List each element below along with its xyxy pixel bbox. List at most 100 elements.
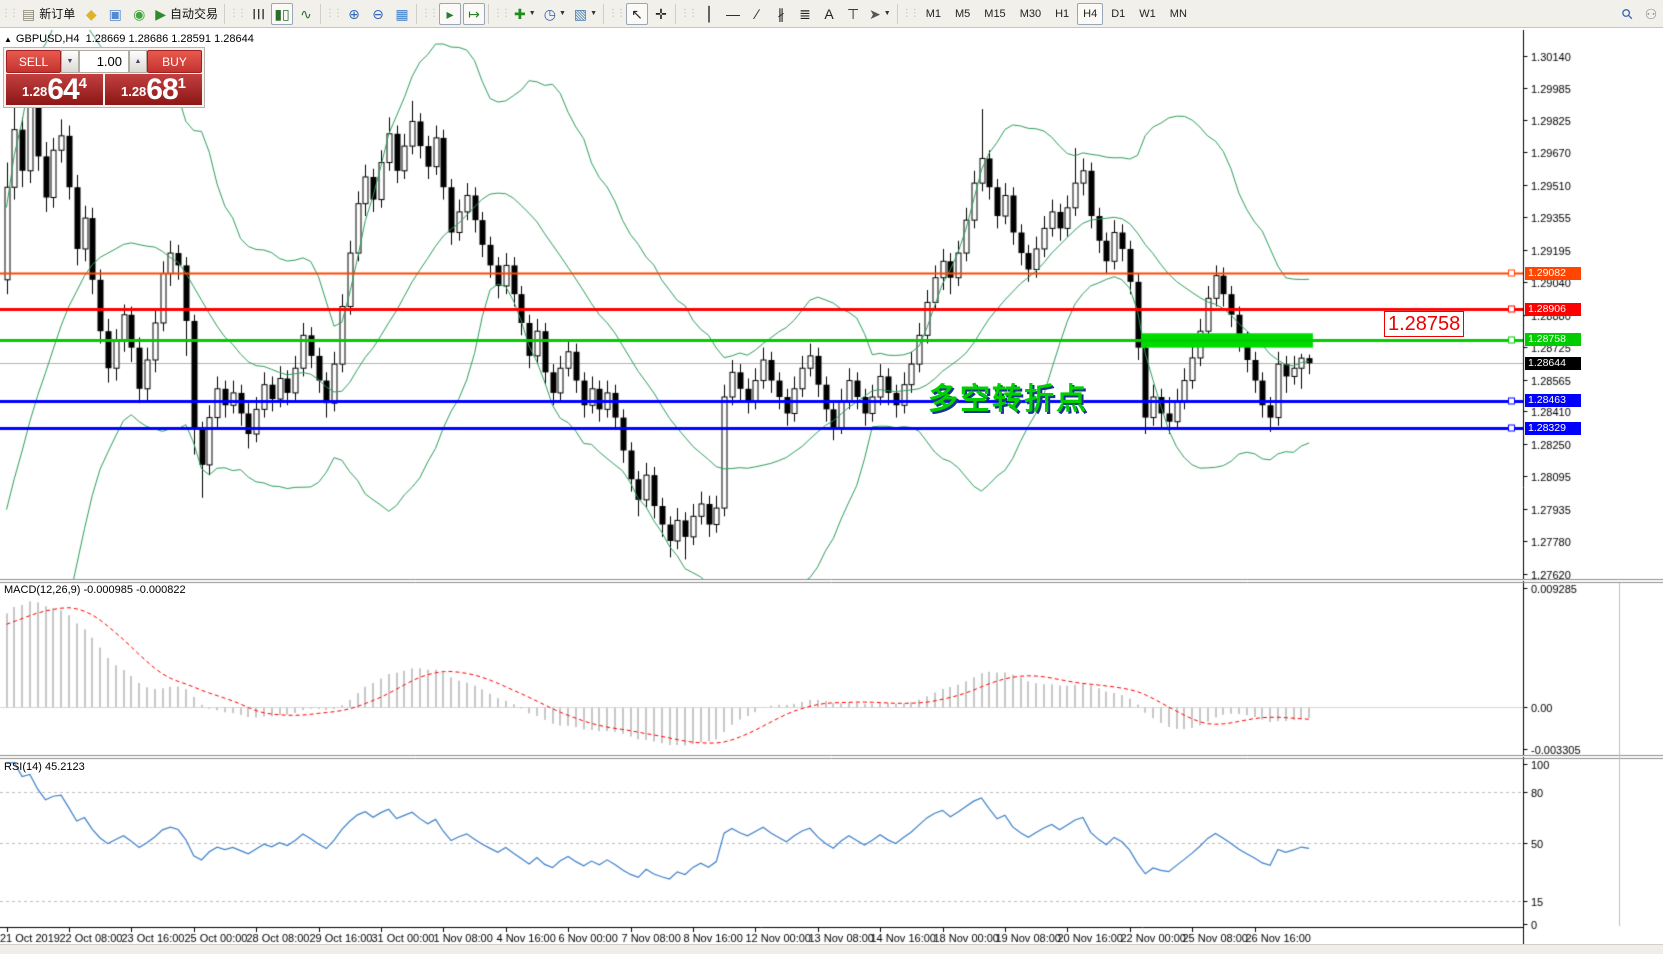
arrows-icon: ➤ — [869, 5, 881, 22]
fibonacci-button[interactable]: ≣ — [794, 3, 816, 25]
trendline-icon: ∕ — [755, 5, 759, 22]
timeframe-m5-button[interactable]: M5 — [949, 3, 976, 25]
timeframe-w1-button[interactable]: W1 — [1133, 3, 1162, 25]
bar-chart-button[interactable]: ☰ — [247, 3, 269, 25]
chat-icon: ⚇ — [1644, 5, 1658, 22]
tile-windows-button[interactable]: ▦ — [391, 3, 413, 25]
toolbar-grip: ⋮⋮ — [901, 8, 920, 19]
buy-price-main: 68 — [146, 73, 178, 106]
toolbar-grip: ⋮⋮ — [421, 8, 439, 19]
buy-button[interactable]: BUY — [147, 50, 202, 73]
hline-icon: — — [726, 5, 741, 22]
chart-shift-icon: ↦ — [468, 5, 480, 22]
crosshair-icon: ✛ — [655, 5, 667, 22]
toolbar-separator — [224, 3, 226, 24]
toolbar-separator — [416, 3, 418, 24]
autotrading-button[interactable]: ▶ 自动交易 — [152, 3, 221, 25]
toolbar-separator — [896, 3, 898, 24]
volume-input[interactable]: 1.00 — [79, 50, 129, 73]
new-order-button-label: 新订单 — [39, 7, 76, 21]
clock-icon: ◷ — [543, 5, 556, 22]
toolbar-grip: ⋮⋮ — [608, 8, 626, 19]
cursor-button[interactable]: ↖ — [626, 2, 649, 25]
periods-button[interactable]: ◷ ▼ — [541, 3, 569, 25]
chart-shift-button[interactable]: ↦ — [463, 2, 486, 25]
toolbar-grip: ⋮⋮ — [325, 8, 343, 19]
chevron-down-icon[interactable]: ▼ — [883, 10, 891, 17]
sell-button[interactable]: SELL — [6, 50, 61, 73]
text-icon: A — [824, 5, 834, 22]
new-order-button[interactable]: ▤ 新订单 — [19, 3, 78, 25]
one-click-trading-panel: SELL ▼ 1.00 ▲ BUY 1.28 64 4 1.28 68 1 — [3, 47, 205, 108]
timeframe-m30-button[interactable]: M30 — [1014, 3, 1047, 25]
volume-decrease-button[interactable]: ▼ — [61, 50, 79, 73]
horizontal-line-button[interactable]: — — [722, 3, 744, 25]
toolbar-separator — [603, 3, 605, 24]
buy-price-prefix: 1.28 — [120, 84, 147, 99]
toolbar: ⋮⋮ ▤ 新订单 ◆ ▣ ◉ ▶ 自动交易 ⋮⋮ ☰ ▮▯ ∿ ⋮⋮ ⊕ ⊖ ▦ ⋮⋮ ▸ ↦ ⋮⋮ ✚ ▼ ◷ ▼ ▧ ▼ ⋮⋮ ↖… — [0, 0, 1663, 28]
line-chart-icon: ∿ — [300, 5, 312, 22]
chart-canvas[interactable] — [0, 28, 1663, 954]
template-icon: ▧ — [573, 5, 588, 22]
signals-button[interactable]: ◉ — [128, 3, 150, 25]
candlestick-chart-button[interactable]: ▮▯ — [271, 2, 294, 25]
toolbar-separator — [675, 3, 677, 24]
market-watch-button[interactable]: ▣ — [104, 3, 126, 25]
autotrading-button-label: 自动交易 — [170, 7, 219, 21]
zoom-in-icon: ⊕ — [348, 5, 360, 22]
line-chart-button[interactable]: ∿ — [295, 3, 317, 25]
search-button[interactable]: ⚲ — [1616, 3, 1638, 25]
text-button[interactable]: A — [818, 3, 840, 25]
new-order-icon: ▤ — [22, 5, 36, 22]
vline-icon: ⎮ — [705, 5, 713, 22]
toolbar-grip: ⋮⋮ — [1, 8, 19, 19]
auto-scroll-icon: ▸ — [446, 5, 454, 22]
toolbar-grip: ⋮⋮ — [229, 8, 247, 19]
toolbar-grip: ⋮⋮ — [680, 8, 698, 19]
toolbar-separator — [320, 3, 322, 24]
buy-price-button[interactable]: 1.28 68 1 — [105, 74, 202, 105]
fibonacci-icon: ≣ — [799, 5, 811, 22]
add-indicator-icon: ✚ — [514, 5, 526, 22]
sell-price-button[interactable]: 1.28 64 4 — [6, 74, 103, 105]
zoom-out-icon: ⊖ — [372, 5, 384, 22]
bar-chart-icon: ☰ — [250, 7, 267, 20]
vertical-line-button[interactable]: ⎮ — [698, 3, 720, 25]
timeframe-h1-button[interactable]: H1 — [1049, 3, 1075, 25]
signal-icon: ◉ — [133, 5, 146, 22]
status-bar — [0, 944, 1663, 954]
channel-button[interactable]: ∦ — [770, 3, 792, 25]
tile-windows-icon: ▦ — [395, 5, 409, 22]
indicators-button[interactable]: ✚ ▼ — [511, 3, 539, 25]
candlestick-icon: ▮▯ — [274, 5, 290, 22]
crosshair-button[interactable]: ✛ — [650, 3, 672, 25]
zoom-out-button[interactable]: ⊖ — [367, 3, 389, 25]
toolbar-grip: ⋮⋮ — [493, 8, 511, 19]
chevron-down-icon[interactable]: ▼ — [590, 10, 598, 17]
templates-button[interactable]: ▧ ▼ — [571, 3, 600, 25]
text-label-button[interactable]: ⊤ — [842, 3, 864, 25]
chevron-down-icon[interactable]: ▼ — [558, 10, 566, 17]
timeframe-m1-button[interactable]: M1 — [920, 3, 947, 25]
diamond-icon: ◆ — [85, 5, 97, 22]
price-level-annotation[interactable]: 1.28758 — [1384, 311, 1465, 337]
text-label-icon: ⊤ — [846, 5, 860, 22]
sell-price-pip: 4 — [78, 75, 88, 92]
chevron-down-icon[interactable]: ▼ — [528, 10, 536, 17]
timeframe-h4-button[interactable]: H4 — [1077, 2, 1104, 25]
timeframe-mn-button[interactable]: MN — [1164, 3, 1193, 25]
auto-scroll-button[interactable]: ▸ — [439, 2, 462, 25]
timeframe-m15-button[interactable]: M15 — [978, 3, 1011, 25]
autotrading-icon: ▶ — [155, 5, 167, 22]
metaeditor-button[interactable]: ◆ — [80, 3, 102, 25]
trendline-button[interactable]: ∕ — [746, 3, 768, 25]
volume-increase-button[interactable]: ▲ — [129, 50, 147, 73]
timeframe-d1-button[interactable]: D1 — [1105, 3, 1131, 25]
chat-button[interactable]: ⚇ — [1640, 3, 1662, 25]
zoom-in-button[interactable]: ⊕ — [343, 3, 365, 25]
turning-point-annotation[interactable]: 多空转折点 — [928, 383, 1088, 416]
arrows-button[interactable]: ➤ ▼ — [866, 3, 894, 25]
sell-price-main: 64 — [47, 73, 79, 106]
sell-price-prefix: 1.28 — [21, 84, 48, 99]
